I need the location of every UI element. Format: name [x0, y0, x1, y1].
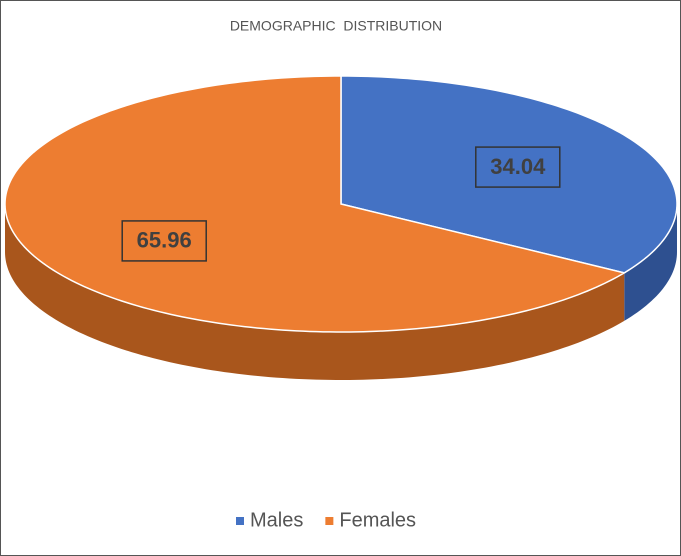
legend-label: Males [250, 509, 303, 531]
pie-slice [340, 75, 678, 321]
data-label: 65.96 [137, 228, 192, 253]
slice-top [340, 75, 678, 274]
slice-side [5, 204, 625, 380]
chart-title: DEMOGRAPHIC DISTRIBUTION [230, 18, 442, 34]
slice-top [4, 75, 627, 333]
data-label-box [121, 220, 207, 262]
legend-label: Females [339, 509, 416, 531]
legend-marker [325, 517, 334, 525]
data-label: 34.04 [490, 154, 546, 179]
legend-marker [236, 517, 244, 525]
slice-side [624, 204, 677, 321]
pie-slice [4, 75, 627, 380]
data-label-box [475, 146, 561, 188]
